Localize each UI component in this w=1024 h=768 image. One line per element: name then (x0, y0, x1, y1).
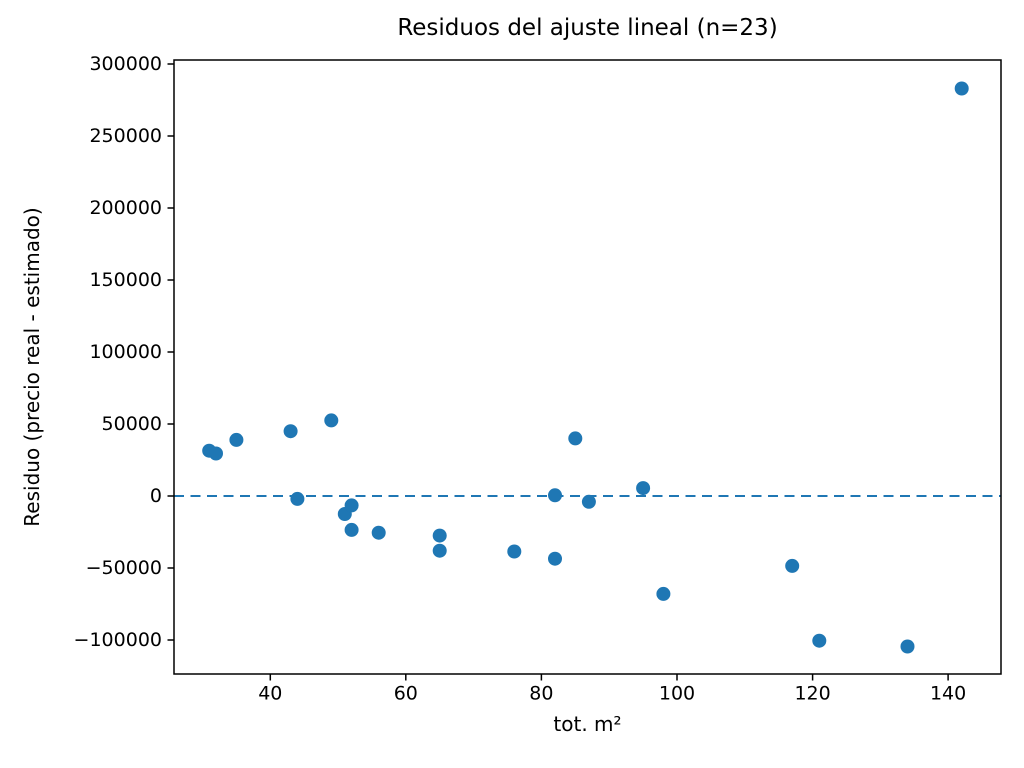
data-point (954, 81, 969, 96)
x-tick-label: 140 (930, 683, 966, 705)
data-point (812, 633, 827, 648)
y-tick-label: 0 (150, 485, 162, 507)
y-axis-label: Residuo (precio real - estimado) (20, 207, 44, 527)
data-point (283, 424, 298, 439)
x-tick-label: 120 (794, 683, 830, 705)
data-point (507, 544, 522, 559)
y-tick-label: 50000 (102, 413, 162, 435)
data-point (432, 528, 447, 543)
data-point (209, 446, 223, 461)
x-tick-label: 40 (258, 683, 282, 705)
data-point (636, 481, 651, 496)
y-tick-label: 300000 (89, 53, 162, 75)
data-point (324, 413, 339, 428)
data-point (656, 586, 671, 601)
y-tick-label: −100000 (74, 629, 162, 651)
data-point (344, 522, 359, 537)
data-point (371, 525, 386, 540)
y-tick-label: 100000 (89, 341, 162, 363)
y-tick-label: 150000 (89, 269, 162, 291)
data-point (229, 432, 244, 447)
data-point (900, 639, 915, 654)
data-point (568, 431, 583, 446)
data-point (581, 494, 596, 509)
chart-title: Residuos del ajuste lineal (n=23) (397, 15, 778, 41)
x-tick-label: 60 (394, 683, 418, 705)
y-tick-label: −50000 (86, 557, 162, 579)
data-point (432, 543, 447, 558)
y-tick-label: 200000 (89, 197, 162, 219)
x-tick-label: 100 (659, 683, 695, 705)
data-point (785, 558, 800, 573)
data-point (548, 488, 562, 503)
x-tick-label: 80 (529, 683, 553, 705)
plot-border (173, 59, 1002, 675)
x-axis-label: tot. m² (553, 712, 622, 736)
data-point (290, 491, 305, 506)
data-point (548, 551, 562, 566)
data-point (344, 498, 359, 513)
y-tick-label: 250000 (89, 125, 162, 147)
